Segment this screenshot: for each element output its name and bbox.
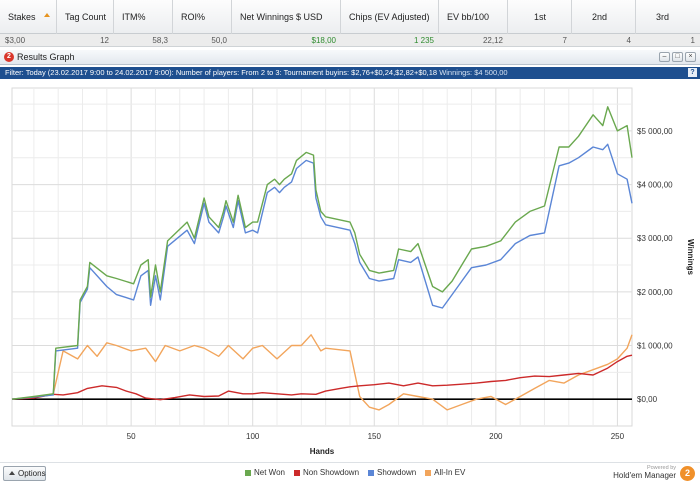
filter-text: Filter: Today (23.02.2017 9:00 to 24.02.… (5, 68, 438, 77)
y-axis-title: Winnings (686, 239, 695, 275)
help-icon[interactable]: ? (688, 68, 697, 77)
hem-logo-icon: 2 (4, 52, 14, 62)
close-button[interactable]: × (685, 52, 696, 62)
x-tick-label: 250 (611, 432, 625, 441)
hem-logo-icon: 2 (680, 466, 695, 481)
column-label: Tag Count (65, 12, 107, 22)
powered-by-text: Powered by (646, 465, 676, 471)
cell-ev-bb100: 22,12 (482, 36, 503, 45)
legend-item-all-in-ev: All-In EV (425, 468, 465, 477)
y-tick-label: $4 000,00 (637, 181, 673, 190)
legend-item-non-showdown: Non Showdown (293, 468, 360, 477)
column-header-stakes[interactable]: Stakes (0, 0, 57, 34)
filter-bar: Filter: Today (23.02.2017 9:00 to 24.02.… (0, 67, 700, 79)
legend-swatch (293, 469, 300, 476)
column-label: 3rd (656, 12, 670, 22)
filter-winnings: Winnings: $4 500,00 (439, 68, 508, 77)
cell-chips-ev: 1 235 (413, 36, 434, 45)
results-graph: 50 100 150 200 250 $0,00 $1 000,00 $2 000,00 $3 … (0, 80, 700, 460)
column-header-2nd[interactable]: 2nd (572, 0, 636, 34)
brand-name: Hold'em Manager (613, 471, 676, 480)
column-label: EV bb/100 (447, 12, 490, 22)
y-tick-label: $5 000,00 (637, 127, 673, 136)
column-header-roi[interactable]: ROI% (173, 0, 232, 34)
legend-swatch (368, 469, 375, 476)
column-header-chips-ev[interactable]: Chips (EV Adjusted) (341, 0, 439, 34)
column-label: Stakes (8, 12, 36, 22)
column-label: 1st (534, 12, 547, 22)
y-tick-label: $0,00 (637, 395, 658, 404)
legend-item-showdown: Showdown (368, 468, 416, 477)
table-row[interactable]: $3,00 12 58,3 50,0 $18,00 1 235 22,12 7 … (0, 34, 700, 47)
column-header-itm[interactable]: ITM% (114, 0, 173, 34)
column-label: ITM% (122, 12, 146, 22)
x-tick-label: 100 (246, 432, 260, 441)
legend-swatch (425, 469, 432, 476)
y-tick-label: $1 000,00 (637, 342, 673, 351)
brand-block: Powered by Hold'em Manager (613, 465, 676, 480)
column-header-3rd[interactable]: 3rd (636, 0, 700, 34)
x-tick-label: 150 (368, 432, 382, 441)
x-tick-label: 200 (489, 432, 503, 441)
results-chart-svg: 50 100 150 200 250 $0,00 $1 000,00 $2 000,00 $3 … (11, 87, 695, 456)
cell-roi: 50,0 (211, 36, 227, 45)
cell-tag-count: 12 (100, 36, 109, 45)
panel-title: Results Graph (17, 52, 75, 62)
options-label: Options (18, 469, 46, 478)
cell-itm: 58,3 (152, 36, 168, 45)
maximize-button[interactable]: □ (672, 52, 683, 62)
minimize-button[interactable]: – (659, 52, 670, 62)
column-header-ev-bb100[interactable]: EV bb/100 (439, 0, 508, 34)
legend-swatch (245, 469, 251, 476)
column-label: ROI% (181, 12, 206, 22)
series-line-showdown (11, 143, 633, 400)
graph-footer: Options Net Won Non Showdown Showdown Al… (0, 462, 700, 483)
column-label: Net Winnings $ USD (240, 12, 323, 22)
stats-table-header: Stakes Tag Count ITM% ROI% Net Winnings … (0, 0, 700, 34)
legend-label: Showdown (377, 468, 417, 477)
column-header-net-winnings[interactable]: Net Winnings $ USD (232, 0, 341, 34)
legend-label: Net Won (254, 468, 285, 477)
legend-item-net-won: Net Won (245, 468, 285, 477)
cell-stakes: $3,00 (5, 36, 26, 45)
series-line-net-won (11, 106, 633, 400)
column-header-1st[interactable]: 1st (508, 0, 572, 34)
legend-label: Non Showdown (302, 468, 360, 477)
plot-area (11, 87, 633, 427)
cell-net-winnings: $18,00 (311, 36, 336, 45)
sort-ascending-icon (44, 13, 50, 17)
series-line-non-showdown (11, 354, 633, 401)
series-line-all-in-ev (11, 334, 633, 411)
column-label: 2nd (592, 12, 608, 22)
cell-1st: 7 (562, 36, 567, 45)
x-tick-label: 50 (127, 432, 136, 441)
y-tick-label: $2 000,00 (637, 288, 673, 297)
expand-up-icon (9, 471, 15, 475)
options-button[interactable]: Options (3, 466, 46, 481)
cell-3rd: 1 (690, 36, 695, 45)
column-label: Chips (EV Adjusted) (349, 12, 430, 22)
results-graph-panel-header: 2 Results Graph – □ × (0, 50, 700, 65)
legend-label: All-In EV (434, 468, 466, 477)
chart-legend: Net Won Non Showdown Showdown All-In EV (245, 468, 474, 477)
y-tick-label: $3 000,00 (637, 234, 673, 243)
x-axis-title: Hands (310, 447, 335, 456)
cell-2nd: 4 (626, 36, 631, 45)
column-header-tag-count[interactable]: Tag Count (57, 0, 114, 34)
